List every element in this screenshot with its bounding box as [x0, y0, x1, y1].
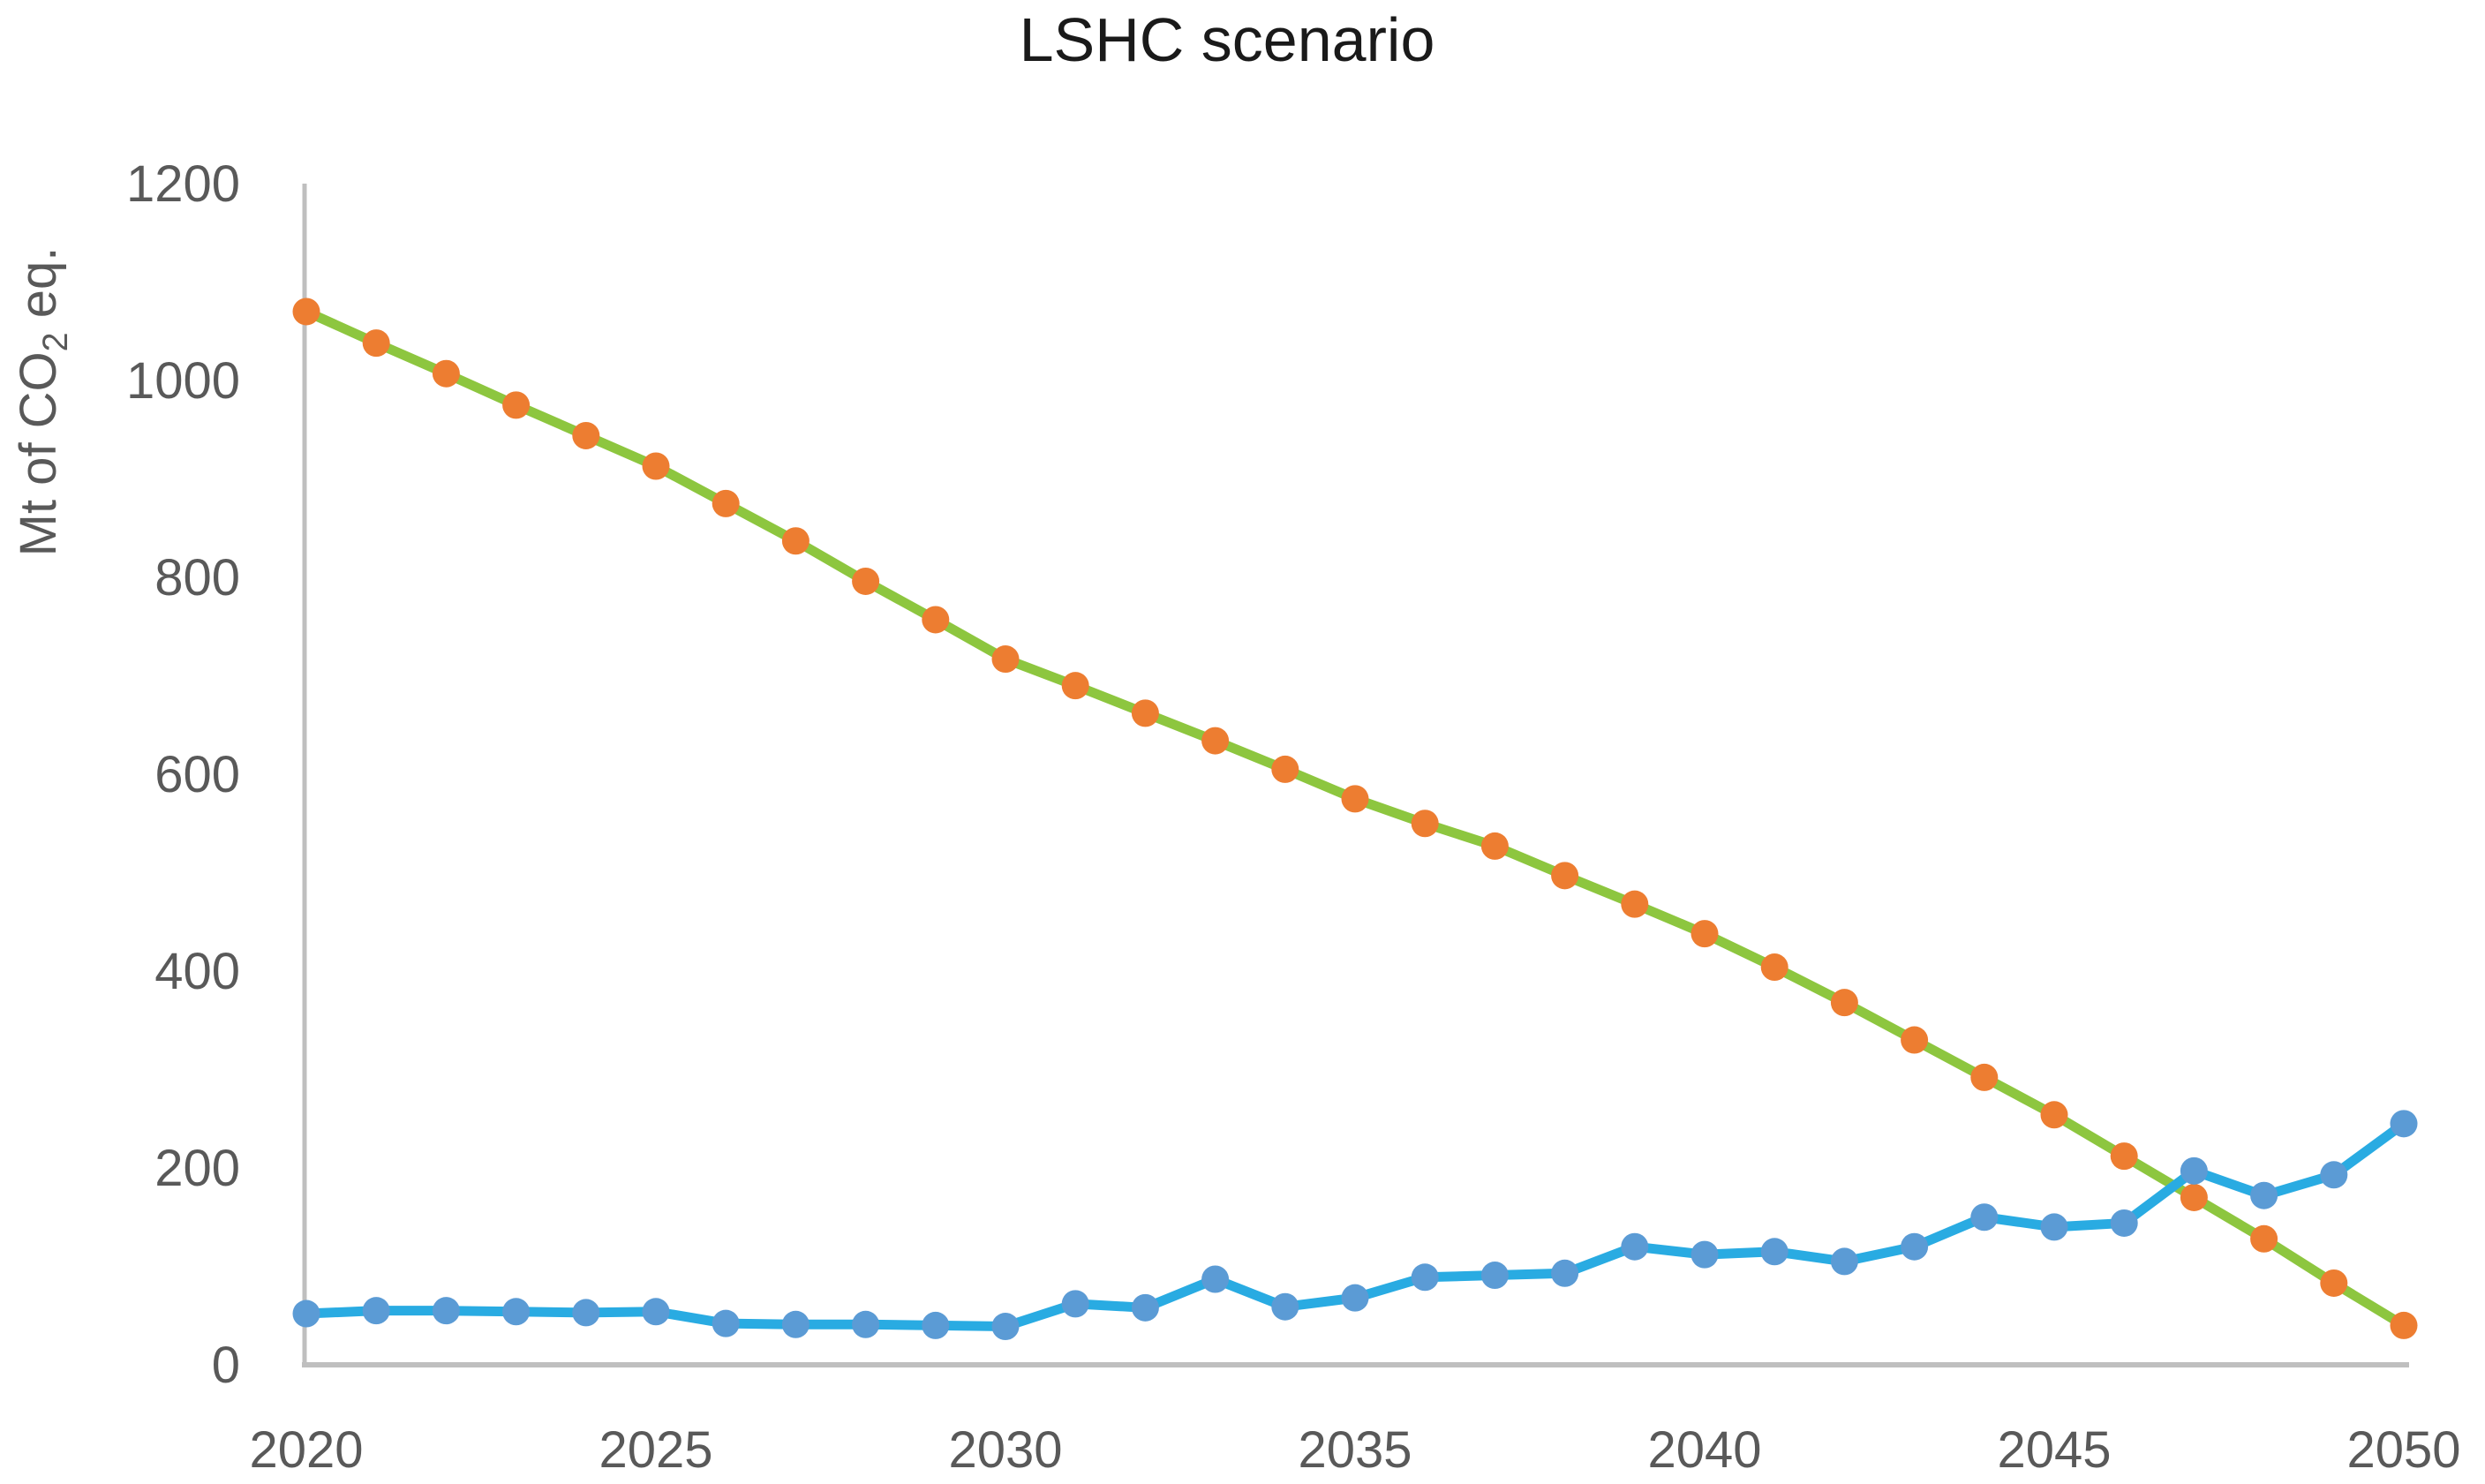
- series-rising-series-marker-2020: [292, 1299, 320, 1328]
- x-tick-label-2020: 2020: [249, 1421, 363, 1479]
- x-tick-label-2025: 2025: [599, 1421, 712, 1479]
- series-declining-series-marker-2037: [1480, 832, 1509, 860]
- series-rising-series-marker-2028: [852, 1310, 880, 1338]
- series-rising-series-marker-2046: [2110, 1209, 2138, 1237]
- series-rising-series-marker-2025: [642, 1298, 670, 1326]
- series-declining-series-marker-2049: [2320, 1269, 2348, 1297]
- series-declining-series-line: [301, 306, 2409, 1330]
- series-rising-series-marker-2031: [1061, 1290, 1089, 1318]
- series-rising-series: [292, 1110, 2418, 1341]
- series-rising-series-marker-2045: [2040, 1213, 2068, 1241]
- x-tick-label-2035: 2035: [1298, 1421, 1412, 1479]
- y-tick-label-800: 800: [154, 549, 240, 606]
- series-rising-series-marker-2024: [572, 1299, 600, 1327]
- series-declining-series-marker-2026: [712, 489, 740, 517]
- series-rising-series-marker-2050: [2390, 1110, 2418, 1138]
- series-rising-series-marker-2034: [1271, 1292, 1299, 1321]
- series-declining-series-marker-2045: [2040, 1101, 2068, 1129]
- series-declining-series-marker-2047: [2180, 1183, 2208, 1211]
- series-declining-series-marker-2035: [1341, 785, 1369, 813]
- series-declining-series-marker-2043: [1901, 1026, 1929, 1054]
- series-declining-series-marker-2040: [1691, 920, 1719, 948]
- y-tick-label-400: 400: [154, 943, 240, 1000]
- series-rising-series-marker-2043: [1901, 1232, 1929, 1261]
- series-rising-series-marker-2029: [922, 1311, 950, 1339]
- series-rising-series-marker-2027: [781, 1310, 810, 1338]
- series-declining-series-marker-2036: [1411, 810, 1439, 838]
- series-rising-series-marker-2030: [991, 1313, 1020, 1341]
- series-rising-series-marker-2040: [1691, 1240, 1719, 1269]
- series-rising-series-marker-2041: [1760, 1238, 1788, 1266]
- series-declining-series-marker-2029: [922, 606, 950, 634]
- series-layer: [292, 298, 2418, 1341]
- y-tick-label-1000: 1000: [126, 352, 240, 410]
- series-declining-series-marker-2034: [1271, 755, 1299, 783]
- series-declining-series-marker-2048: [2250, 1224, 2278, 1253]
- series-declining-series-marker-2042: [1830, 989, 1858, 1017]
- series-declining-series-marker-2031: [1061, 672, 1089, 700]
- series-declining-series-marker-2046: [2110, 1142, 2138, 1171]
- x-tick-label-2030: 2030: [948, 1421, 1062, 1479]
- series-rising-series-marker-2047: [2180, 1156, 2208, 1185]
- series-rising-series-marker-2036: [1411, 1263, 1439, 1292]
- series-rising-series-marker-2023: [502, 1298, 531, 1326]
- series-declining-series-marker-2032: [1131, 699, 1159, 727]
- series-declining-series-marker-2027: [781, 527, 810, 555]
- series-rising-series-marker-2042: [1830, 1247, 1858, 1276]
- series-rising-series-marker-2038: [1551, 1259, 1579, 1287]
- series-rising-series-marker-2037: [1480, 1262, 1509, 1290]
- series-declining-series-marker-2038: [1551, 862, 1579, 890]
- series-declining-series-marker-2025: [642, 452, 670, 480]
- series-rising-series-marker-2039: [1621, 1232, 1649, 1261]
- series-declining-series-marker-2021: [362, 329, 390, 358]
- series-declining-series-marker-2022: [432, 359, 460, 388]
- series-rising-series-marker-2021: [362, 1297, 390, 1325]
- series-rising-series-marker-2026: [712, 1309, 740, 1337]
- chart-title: LSHC scenario: [1019, 5, 1435, 74]
- series-declining-series-marker-2028: [852, 567, 880, 595]
- series-declining-series-marker-2044: [1970, 1063, 1999, 1091]
- series-declining-series: [292, 298, 2418, 1339]
- y-tick-label-200: 200: [154, 1140, 240, 1197]
- series-declining-series-marker-2041: [1760, 953, 1788, 982]
- series-declining-series-marker-2024: [572, 421, 600, 449]
- y-axis-tick-labels: 0 200 400 600 800 1000 1200: [126, 155, 240, 1394]
- series-declining-series-marker-2030: [991, 645, 1020, 674]
- y-tick-label-1200: 1200: [126, 155, 240, 213]
- series-rising-series-marker-2049: [2320, 1161, 2348, 1189]
- series-rising-series-marker-2033: [1201, 1265, 1230, 1293]
- series-rising-series-marker-2048: [2250, 1181, 2278, 1209]
- x-tick-label-2045: 2045: [1997, 1421, 2111, 1479]
- series-rising-series-marker-2032: [1131, 1293, 1159, 1322]
- series-declining-series-marker-2033: [1201, 727, 1230, 755]
- series-declining-series-marker-2020: [292, 298, 320, 326]
- x-tick-label-2050: 2050: [2346, 1421, 2460, 1479]
- y-tick-label-600: 600: [154, 746, 240, 803]
- series-rising-series-marker-2022: [432, 1297, 460, 1325]
- axes: [302, 184, 2409, 1367]
- series-declining-series-marker-2023: [502, 391, 531, 419]
- series-declining-series-marker-2050: [2390, 1311, 2418, 1339]
- x-axis-tick-labels: 2020 2025 2030 2035 2040 2045 2050: [249, 1421, 2460, 1479]
- series-rising-series-marker-2044: [1970, 1203, 1999, 1232]
- series-declining-series-marker-2039: [1621, 890, 1649, 918]
- series-rising-series-marker-2035: [1341, 1284, 1369, 1312]
- y-tick-label-0: 0: [212, 1337, 240, 1394]
- x-tick-label-2040: 2040: [1647, 1421, 1761, 1479]
